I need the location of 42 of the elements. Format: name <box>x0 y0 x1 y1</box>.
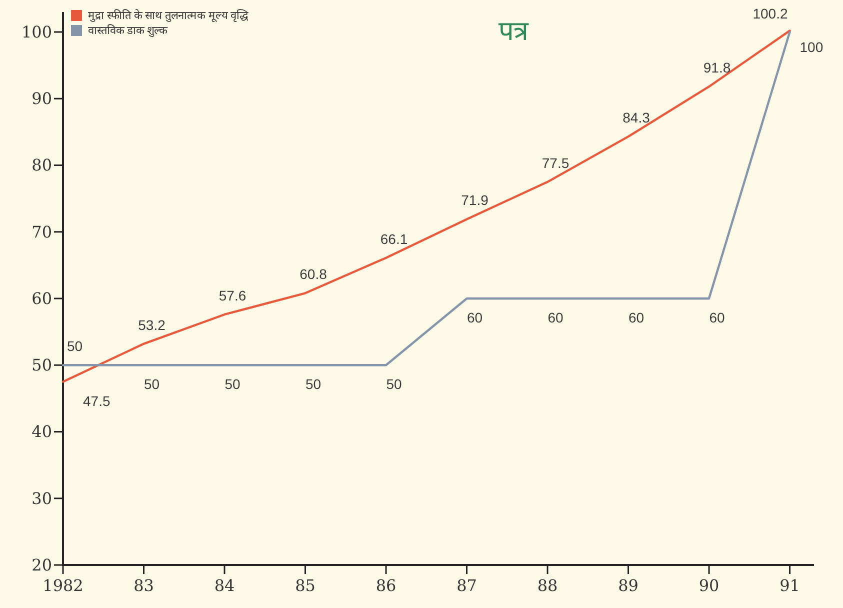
y-tick-label: 80 <box>32 156 52 175</box>
data-label: 60 <box>466 310 483 326</box>
data-label: 66.1 <box>380 230 408 247</box>
data-label: 84.3 <box>622 110 650 126</box>
y-tick-label: 20 <box>32 556 52 574</box>
x-tick-label: 91 <box>780 576 800 595</box>
data-label: 47.5 <box>83 392 110 409</box>
data-label: 50 <box>386 376 402 392</box>
data-label: 100.2 <box>752 6 788 22</box>
data-label: 57.6 <box>218 287 246 304</box>
data-label: 60 <box>548 310 564 326</box>
y-tick-label: 60 <box>32 289 52 308</box>
data-label: 50 <box>144 376 160 392</box>
data-label: 60 <box>628 310 644 326</box>
data-label: 50 <box>67 338 83 354</box>
x-tick-label: 85 <box>295 576 316 595</box>
x-tick-label: 87 <box>456 576 477 595</box>
x-tick-label: 84 <box>214 576 235 595</box>
data-label: 60 <box>709 310 725 326</box>
data-label: 100 <box>800 39 824 55</box>
y-tick-label: 50 <box>32 356 52 375</box>
y-tick-label: 40 <box>32 422 52 442</box>
y-tick-label: 70 <box>32 222 52 242</box>
title: पत्र <box>498 16 529 46</box>
y-tick-label: 90 <box>32 89 52 108</box>
data-label: 50 <box>224 376 240 392</box>
data-label: 50 <box>305 376 322 392</box>
data-label: 91.8 <box>703 60 731 76</box>
x-tick-label: 90 <box>698 576 720 595</box>
data-label: 53.2 <box>138 316 166 333</box>
legend-label: वास्तविक डाक शुल्क <box>88 25 168 37</box>
data-label: 77.5 <box>542 154 570 171</box>
x-tick-label: 88 <box>537 576 558 595</box>
x-tick-label: 86 <box>376 576 396 595</box>
x-tick-label: 83 <box>134 576 154 595</box>
data-label: 60.8 <box>300 266 327 282</box>
legend-label: मुद्रा स्फीति के साथ तुलनात्मक मूल्य वृद्धि <box>88 10 248 22</box>
data-label: 71.9 <box>461 192 488 208</box>
x-tick-label: 1982 <box>42 576 84 595</box>
y-tick-label: 100 <box>21 22 52 42</box>
x-tick-label: 89 <box>618 576 638 595</box>
y-tick-label: 30 <box>32 488 52 508</box>
